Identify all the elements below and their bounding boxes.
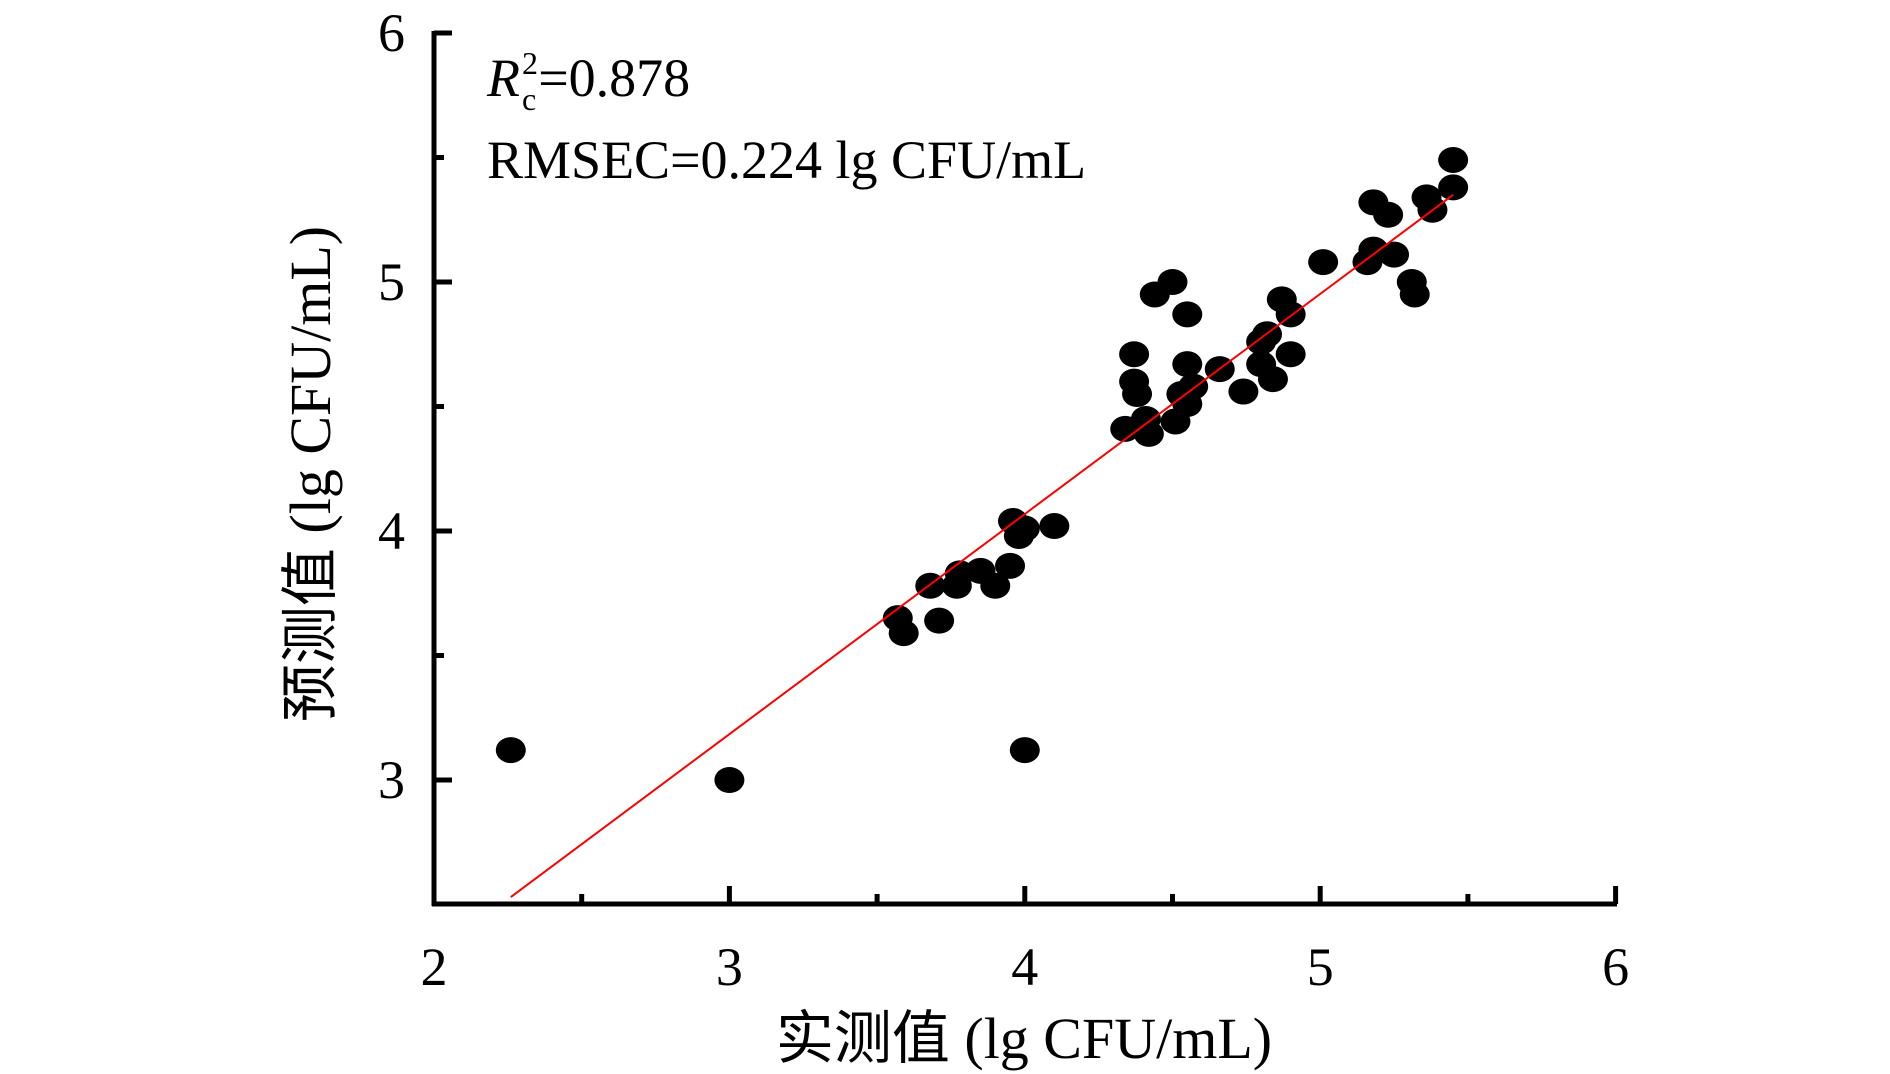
data-point xyxy=(1133,420,1164,447)
data-point xyxy=(924,607,955,634)
data-point xyxy=(1172,351,1203,378)
y-axis-label: 预测值 (lg CFU/mL) xyxy=(278,226,343,722)
data-point xyxy=(1379,241,1410,268)
data-point xyxy=(1119,341,1150,368)
x-tick-label: 3 xyxy=(716,937,743,997)
fit-line xyxy=(510,194,1454,898)
data-point xyxy=(1373,201,1404,228)
x-tick-label: 2 xyxy=(421,937,448,997)
axis-ticks: 2 3 4 5 6 3 4 5 6 xyxy=(378,3,1629,997)
y-tick-label: 5 xyxy=(378,252,405,312)
x-tick-label: 6 xyxy=(1602,937,1629,997)
data-point xyxy=(1228,378,1259,405)
data-point xyxy=(1257,366,1288,393)
data-point xyxy=(1157,269,1188,295)
data-point xyxy=(714,767,745,793)
x-tick-label: 5 xyxy=(1307,937,1334,997)
data-point xyxy=(888,620,919,647)
data-point xyxy=(1172,301,1203,328)
annotation-rmsec: RMSEC=0.224 lg CFU/mL xyxy=(487,130,1086,190)
data-point xyxy=(1438,146,1469,173)
data-point xyxy=(1275,341,1306,368)
data-point xyxy=(995,552,1026,579)
y-tick-label: 4 xyxy=(378,501,405,561)
x-axis-label: 实测值 (lg CFU/mL) xyxy=(776,1006,1272,1071)
y-tick-label: 6 xyxy=(378,3,405,63)
data-point xyxy=(980,572,1011,599)
data-point xyxy=(1039,513,1070,540)
data-point xyxy=(1438,174,1469,201)
data-point xyxy=(1399,281,1430,308)
data-point xyxy=(495,737,526,764)
data-point xyxy=(1009,737,1040,764)
data-point xyxy=(1308,249,1339,276)
data-point xyxy=(1009,515,1040,542)
y-tick-label: 3 xyxy=(378,750,405,810)
annotation-r2: R2 c=0.878 xyxy=(486,45,690,117)
data-points xyxy=(495,146,1469,793)
x-tick-label: 4 xyxy=(1011,937,1038,997)
data-point xyxy=(1122,381,1153,408)
